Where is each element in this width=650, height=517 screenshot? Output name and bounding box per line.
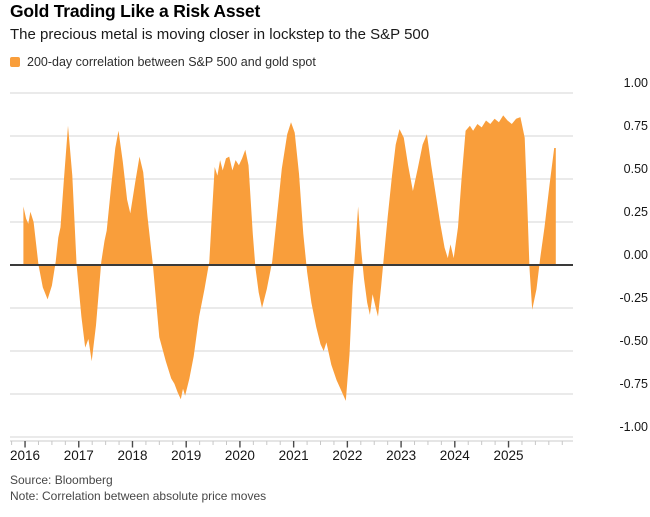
y-axis-tick-label: 1.00: [624, 76, 648, 90]
x-axis-year-label: 2022: [332, 448, 362, 463]
y-axis-tick-label: -0.25: [620, 291, 649, 305]
y-axis-tick-label: 0.50: [624, 162, 648, 176]
y-axis-tick-label: -0.50: [620, 334, 649, 348]
x-axis-year-label: 2025: [494, 448, 524, 463]
x-axis-year-label: 2016: [10, 448, 40, 463]
x-axis-year-label: 2023: [386, 448, 416, 463]
y-axis-tick-label: 0.00: [624, 248, 648, 262]
legend: 200-day correlation between S&P 500 and …: [10, 55, 316, 69]
correlation-series-area: [23, 115, 556, 401]
source-line: Source: Bloomberg: [10, 473, 113, 487]
x-axis-year-label: 2018: [117, 448, 147, 463]
y-axis-tick-label: 0.75: [624, 119, 648, 133]
page-title: Gold Trading Like a Risk Asset: [10, 1, 261, 21]
x-axis-year-label: 2017: [64, 448, 94, 463]
x-axis-year-label: 2019: [171, 448, 201, 463]
y-axis-tick-label: -0.75: [620, 377, 649, 391]
note-line: Note: Correlation between absolute price…: [10, 489, 267, 503]
y-axis-tick-label: 0.25: [624, 205, 648, 219]
x-axis-year-label: 2020: [225, 448, 255, 463]
x-axis-year-label: 2024: [440, 448, 471, 463]
chart-subtitle: The precious metal is moving closer in l…: [10, 26, 430, 43]
y-axis-tick-label: -1.00: [620, 420, 649, 434]
chart-footer: Source: Bloomberg Note: Correlation betw…: [10, 472, 266, 504]
legend-label: 200-day correlation between S&P 500 and …: [27, 55, 316, 69]
legend-swatch-icon: [10, 57, 20, 67]
x-axis-year-label: 2021: [279, 448, 309, 463]
